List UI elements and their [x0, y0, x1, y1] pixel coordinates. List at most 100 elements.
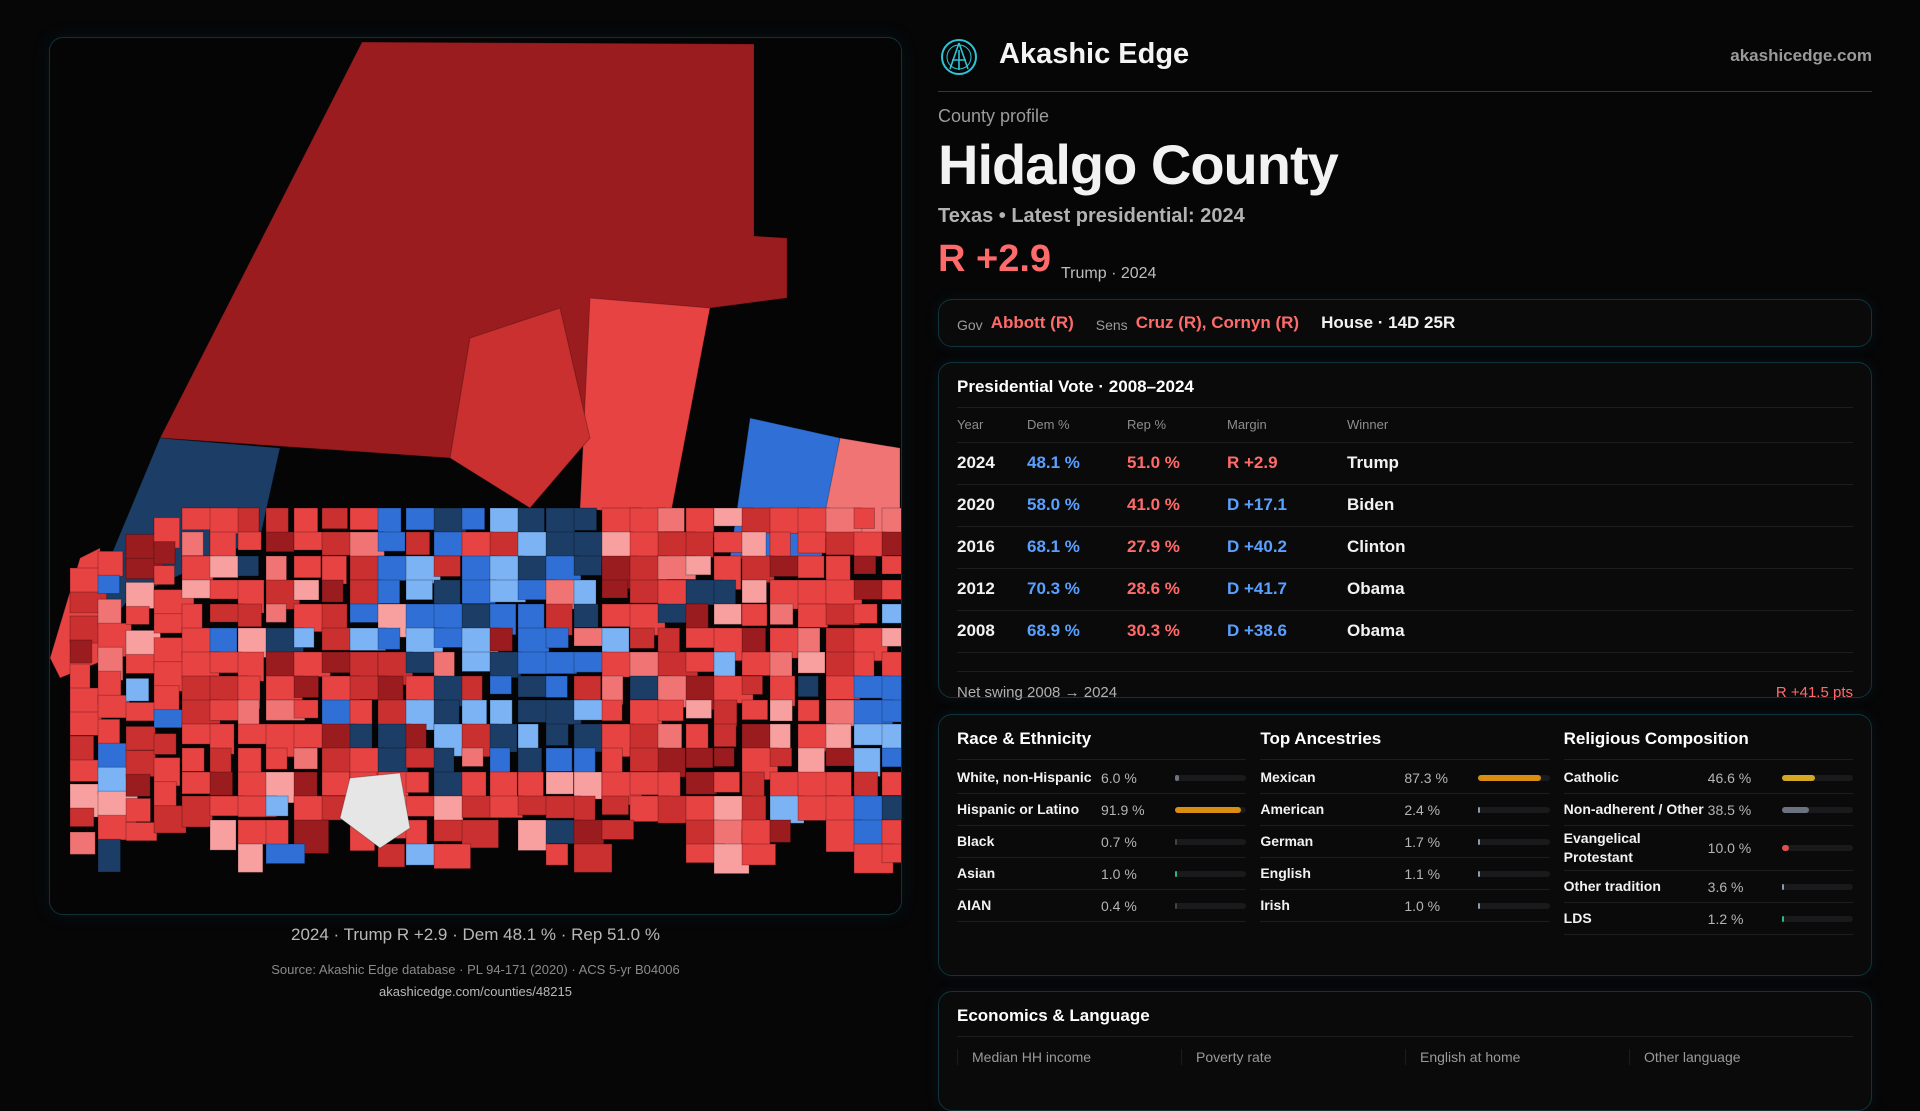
precinct[interactable]: [797, 603, 829, 628]
precinct[interactable]: [797, 555, 825, 579]
precinct[interactable]: [545, 747, 573, 773]
precinct[interactable]: [97, 598, 122, 626]
precinct[interactable]: [797, 699, 820, 722]
precinct[interactable]: [825, 723, 852, 752]
precinct[interactable]: [881, 723, 902, 750]
precinct[interactable]: [349, 627, 387, 651]
precinct[interactable]: [853, 507, 875, 529]
precinct[interactable]: [545, 603, 573, 636]
precinct[interactable]: [881, 579, 902, 600]
precinct[interactable]: [433, 507, 467, 533]
precinct[interactable]: [769, 699, 793, 722]
precinct[interactable]: [685, 603, 709, 631]
precinct[interactable]: [461, 795, 492, 819]
precinct[interactable]: [881, 507, 902, 541]
precinct[interactable]: [433, 819, 464, 842]
precinct[interactable]: [349, 603, 381, 623]
precinct[interactable]: [713, 603, 743, 625]
precinct[interactable]: [237, 843, 264, 873]
precinct[interactable]: [237, 531, 262, 551]
precinct[interactable]: [69, 639, 93, 664]
precinct[interactable]: [769, 603, 794, 626]
precinct[interactable]: [741, 579, 768, 604]
precinct[interactable]: [433, 651, 455, 679]
precinct[interactable]: [713, 771, 741, 793]
precinct[interactable]: [449, 307, 591, 509]
precinct[interactable]: [517, 771, 545, 799]
precinct[interactable]: [853, 531, 887, 557]
precinct[interactable]: [125, 797, 152, 823]
precinct[interactable]: [685, 699, 713, 719]
precinct[interactable]: [657, 771, 681, 798]
precinct[interactable]: [461, 747, 484, 768]
precinct[interactable]: [181, 771, 215, 795]
precinct[interactable]: [321, 507, 349, 530]
precinct[interactable]: [153, 805, 187, 834]
precinct[interactable]: [405, 795, 437, 817]
precinct[interactable]: [573, 579, 597, 606]
precinct[interactable]: [293, 747, 319, 770]
precinct[interactable]: [601, 627, 630, 653]
precinct[interactable]: [237, 771, 268, 797]
precinct[interactable]: [377, 579, 401, 605]
precinct[interactable]: [713, 723, 737, 748]
precinct[interactable]: [489, 723, 518, 753]
site-link[interactable]: akashicedge.com: [1730, 46, 1872, 65]
precinct[interactable]: [461, 507, 486, 531]
precinct[interactable]: [769, 747, 793, 767]
precinct[interactable]: [657, 507, 685, 533]
precinct[interactable]: [153, 733, 177, 756]
precinct[interactable]: [377, 627, 401, 650]
precinct[interactable]: [573, 771, 603, 800]
precinct[interactable]: [517, 819, 549, 851]
precinct[interactable]: [657, 603, 691, 624]
precinct[interactable]: [685, 819, 718, 848]
precinct[interactable]: [573, 699, 605, 721]
precinct[interactable]: [741, 819, 771, 846]
precinct[interactable]: [741, 699, 769, 721]
precinct[interactable]: [713, 843, 750, 875]
precinct[interactable]: [741, 507, 775, 534]
precinct[interactable]: [293, 627, 315, 649]
precinct[interactable]: [685, 555, 712, 576]
precinct[interactable]: [461, 675, 483, 702]
precinct[interactable]: [601, 603, 634, 628]
precinct[interactable]: [741, 795, 767, 822]
precinct[interactable]: [685, 531, 714, 558]
precinct[interactable]: [377, 531, 406, 552]
precinct[interactable]: [797, 675, 819, 698]
precinct[interactable]: [741, 675, 764, 695]
precinct[interactable]: [545, 819, 579, 845]
precinct[interactable]: [293, 507, 319, 534]
precinct[interactable]: [881, 603, 902, 624]
precinct[interactable]: [69, 807, 95, 828]
precinct[interactable]: [797, 507, 831, 535]
precinct[interactable]: [769, 819, 792, 843]
precinct[interactable]: [601, 819, 635, 841]
precinct[interactable]: [125, 653, 157, 674]
precinct[interactable]: [657, 795, 689, 824]
precinct[interactable]: [293, 699, 319, 719]
precinct[interactable]: [125, 677, 150, 702]
precinct[interactable]: [209, 651, 242, 674]
precinct[interactable]: [741, 555, 775, 584]
precinct[interactable]: [237, 603, 263, 628]
precinct[interactable]: [713, 699, 738, 727]
precinct[interactable]: [293, 555, 322, 579]
precinct[interactable]: [545, 507, 576, 534]
precinct[interactable]: [433, 555, 461, 578]
precinct[interactable]: [657, 579, 689, 606]
county-map[interactable]: [49, 37, 902, 915]
precinct[interactable]: [601, 699, 623, 722]
precinct[interactable]: [181, 507, 213, 531]
precinct[interactable]: [209, 579, 243, 600]
precinct[interactable]: [853, 579, 888, 600]
precinct[interactable]: [349, 579, 382, 607]
precinct[interactable]: [209, 507, 242, 535]
precinct[interactable]: [685, 507, 715, 538]
precinct[interactable]: [237, 651, 265, 682]
precinct[interactable]: [349, 723, 373, 750]
precinct[interactable]: [377, 723, 411, 751]
precinct[interactable]: [125, 749, 156, 778]
precinct[interactable]: [881, 651, 902, 679]
